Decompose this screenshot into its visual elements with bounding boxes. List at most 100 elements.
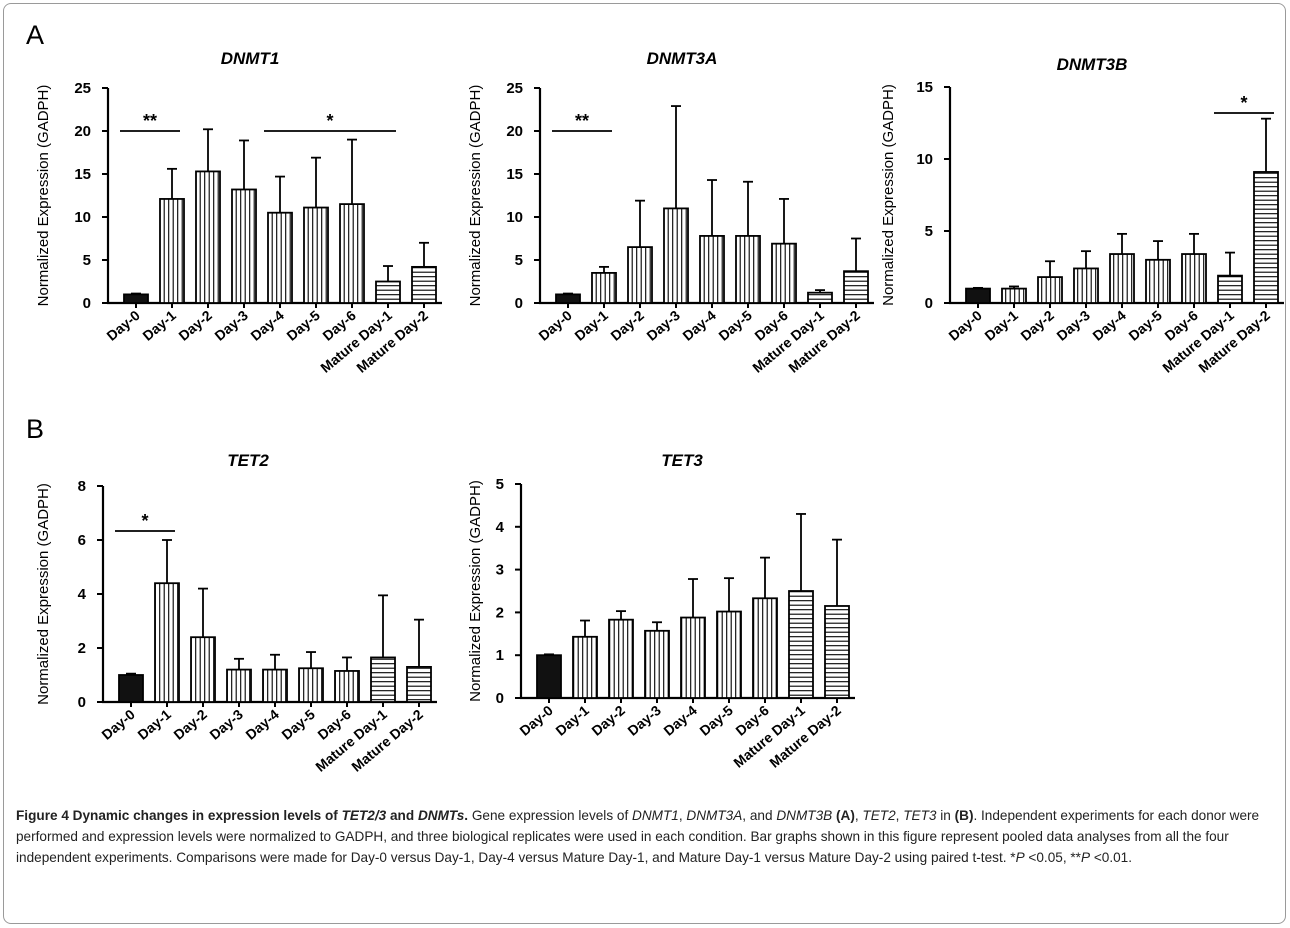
x-tick-label: Day-5 [715,307,755,344]
figure-frame [3,3,1286,924]
chart-tet2: TET2 0 2 4 6 8 Normalized Expression (GADPH) D… [35,451,437,775]
bar [752,597,778,699]
significance-label: * [326,111,333,131]
bar [411,265,437,304]
significance-label: * [1240,93,1247,113]
x-tick-label: Day-5 [1125,307,1165,344]
y-tick-label: 15 [916,79,933,96]
bar [735,235,761,304]
caption-heading: Figure 4 Dynamic changes in expression l… [16,808,469,823]
panel-letter-b: B [26,414,44,444]
y-tick-label: 2 [78,640,86,657]
bar [195,170,221,304]
bar [1001,287,1027,304]
bar [699,235,725,304]
x-tick-label: Day-3 [206,706,246,743]
y-tick-label: 3 [496,562,504,579]
y-tick-label: 6 [78,532,86,549]
y-tick-label: 20 [506,123,523,140]
y-tick-label: 15 [74,166,91,183]
bar [716,610,742,699]
chart-title: TET2 [227,451,269,470]
x-tick-label: Day-0 [535,307,575,344]
x-tick-label: Day-4 [247,307,287,344]
bar [1145,258,1171,304]
y-tick-label: 10 [74,209,91,226]
y-tick-label: 5 [83,252,91,269]
x-tick-label: Day-5 [696,702,736,739]
bar [118,674,144,703]
bar [1217,274,1243,304]
x-tick-label: Day-0 [103,307,143,344]
bar [1037,276,1063,304]
bar [334,670,360,703]
bar [824,605,850,699]
bar [788,590,814,699]
bar [339,203,365,304]
bar [375,280,401,304]
figure-caption: Figure 4 Dynamic changes in expression l… [16,808,1260,865]
x-tick-label: Day-5 [283,307,323,344]
x-tick-label: Day-5 [278,706,318,743]
y-tick-label: 2 [496,604,504,621]
y-tick-label: 4 [78,586,87,603]
bar [771,242,797,304]
bar [190,636,216,703]
significance-label: ** [575,111,589,131]
bar [627,246,653,304]
panel-letter-a: A [26,20,44,50]
y-tick-label: 4 [496,519,505,536]
y-tick-label: 10 [506,209,523,226]
y-tick-label: 25 [506,80,523,97]
bar [555,293,581,304]
bar [370,656,396,703]
bar [572,635,598,699]
bar [1253,171,1279,304]
y-tick-label: 20 [74,123,91,140]
y-tick-label: 0 [83,295,91,312]
x-tick-label: Day-1 [552,702,592,739]
x-tick-label: Day-2 [1017,307,1057,344]
x-tick-label: Day-3 [643,307,683,344]
y-tick-label: 25 [74,80,91,97]
bar [154,582,180,703]
significance-label: * [141,511,148,531]
bar [536,654,562,699]
y-tick-label: 10 [916,151,933,168]
chart-dnmt1: DNMT1 0 5 10 15 20 25 Normalized Expression (G… [35,49,442,376]
y-tick-label: 5 [496,476,504,493]
chart-title: DNMT3A [647,49,718,68]
bar [680,616,706,699]
y-axis-label: Normalized Expression (GADPH) [35,85,52,307]
y-tick-label: 8 [78,478,86,495]
x-tick-label: Day-2 [607,307,647,344]
chart-tet3: TET3 0 1 2 3 4 5 Normalized Expression (GADPH)… [467,451,855,771]
x-tick-label: Day-2 [588,702,628,739]
bar [267,211,293,304]
chart-title: DNMT3B [1057,55,1128,74]
bar [608,618,634,699]
bar [226,668,252,703]
bar [231,188,257,304]
x-tick-label: Day-1 [139,307,179,344]
x-tick-label: Day-0 [945,307,985,344]
y-tick-label: 0 [515,295,523,312]
bar [159,198,185,304]
bar [406,666,432,703]
x-tick-label: Day-0 [516,702,556,739]
x-tick-label: Day-1 [134,706,174,743]
chart-dnmt3b: DNMT3B 0 5 10 15 Normalized Expression (GADP… [880,55,1284,376]
x-tick-label: Day-3 [624,702,664,739]
y-axis-label: Normalized Expression (GADPH) [467,480,484,702]
bar [807,291,833,304]
bar [663,207,689,304]
x-tick-label: Day-0 [98,706,138,743]
y-tick-label: 15 [506,166,523,183]
y-tick-label: 1 [496,647,504,664]
bar [644,629,670,699]
bar [965,287,991,304]
x-tick-label: Day-4 [242,706,282,743]
x-tick-label: Day-4 [679,307,719,344]
x-tick-label: Day-4 [660,702,700,739]
